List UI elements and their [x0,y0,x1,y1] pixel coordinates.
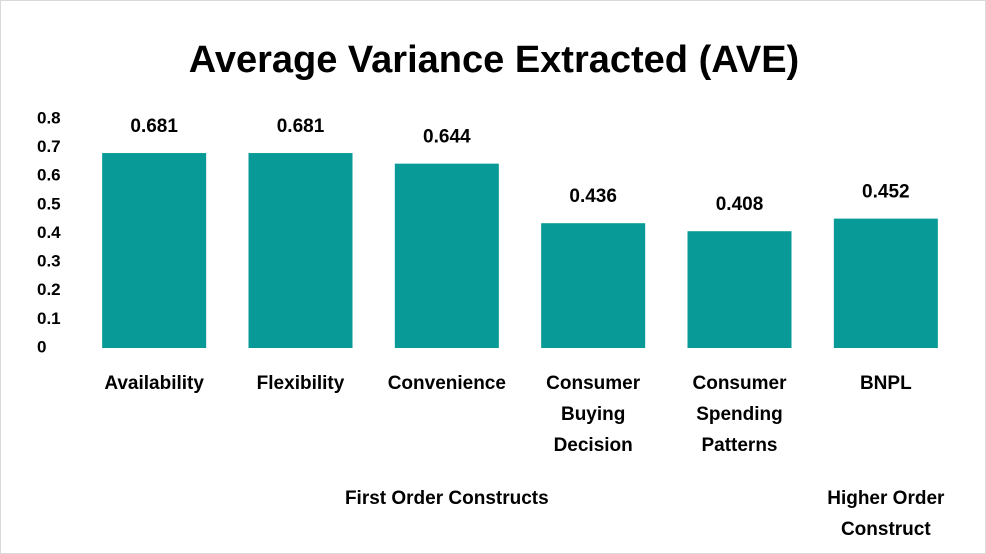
group-label: Higher Order Construct [827,488,945,540]
y-tick-label: 0.2 [37,280,61,299]
bar [541,223,646,348]
y-tick-label: 0.3 [37,252,61,271]
y-tick-label: 0.6 [37,166,61,185]
data-label: 0.644 [423,127,471,148]
bar [833,218,938,348]
bar [394,163,499,348]
bar [248,153,353,348]
data-label: 0.408 [716,194,764,215]
data-label: 0.681 [277,116,325,137]
bar [102,153,207,348]
group-label: First Order Constructs [344,488,549,509]
x-tick-label: Consumer Buying Decision [546,373,641,456]
x-tick-label: Flexibility [256,373,345,394]
x-tick-label: Convenience [387,373,506,394]
data-label: 0.681 [130,116,178,137]
y-tick-label: 0.8 [37,108,61,127]
data-label: 0.452 [862,182,910,203]
y-tick-label: 0.5 [37,194,61,213]
x-tick-label: BNPL [859,373,912,394]
y-tick-label: 0.1 [37,309,61,328]
x-tick-label: Consumer Spending Patterns [692,373,787,456]
y-tick-label: 0.7 [37,137,61,156]
data-label: 0.436 [569,186,617,207]
x-tick-label: Availability [104,373,204,394]
y-tick-label: 0.4 [37,223,61,242]
bar [687,231,792,348]
y-tick-label: 0 [37,337,46,356]
chart-title: Average Variance Extracted (AVE) [189,39,799,81]
